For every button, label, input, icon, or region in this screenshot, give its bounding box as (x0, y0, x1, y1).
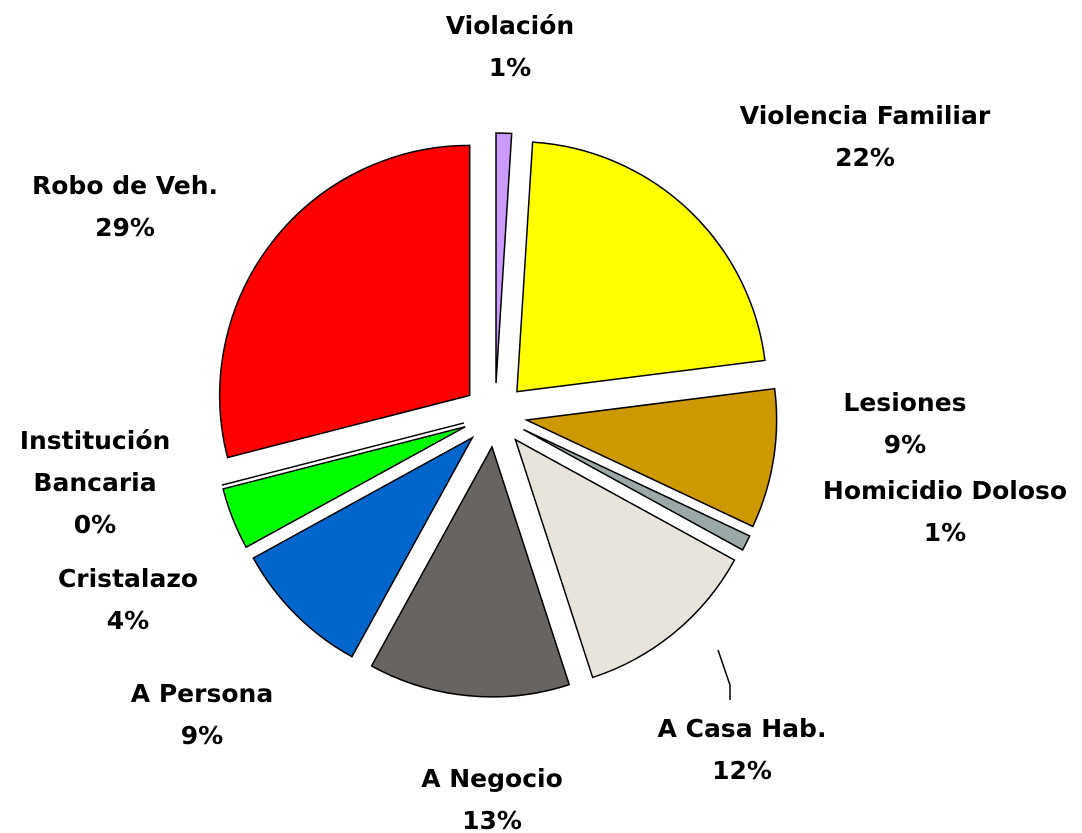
pie-slice (516, 141, 766, 393)
slice-percent: 0% (73, 510, 117, 539)
slice-label: Homicidio Doloso 1% (823, 470, 1067, 554)
slice-label: Violación 1% (446, 5, 574, 89)
pie-slice (514, 438, 736, 679)
slice-name: A Casa Hab. (657, 714, 827, 743)
pie-slice (495, 132, 513, 384)
slice-label: A Negocio 13% (421, 758, 563, 833)
pie-slice (523, 428, 751, 551)
slice-name: Homicidio Doloso (822, 476, 1068, 505)
slice-name: A Persona (130, 679, 274, 708)
slice-label: Violencia Familiar 22% (740, 95, 990, 179)
slice-name: Violación (445, 11, 575, 40)
pie-slice (221, 422, 465, 486)
pie-slice (218, 144, 471, 459)
slice-label: Robo de Veh. 29% (32, 165, 218, 249)
slice-percent: 9% (883, 430, 927, 459)
slice-percent: 9% (180, 721, 224, 750)
slice-percent: 29% (95, 213, 155, 242)
slice-label: Cristalazo 4% (58, 558, 198, 642)
pie-slice (523, 387, 778, 528)
slice-percent: 22% (835, 143, 895, 172)
slice-percent: 1% (488, 53, 532, 82)
slice-percent: 13% (462, 806, 522, 833)
slice-name: Cristalazo (57, 564, 199, 593)
slice-label: Lesiones 9% (843, 382, 966, 466)
slice-label: A Persona 9% (131, 673, 273, 757)
pie-slice (370, 444, 571, 698)
slice-name: A Negocio (421, 764, 563, 793)
pie-slice (222, 426, 466, 549)
leader-line (717, 649, 731, 700)
slice-name: Institución Bancaria (19, 426, 171, 497)
slice-name: Violencia Familiar (739, 101, 991, 130)
pie-slice (252, 435, 475, 658)
slice-percent: 1% (923, 518, 967, 547)
slice-label: Institución Bancaria 0% (5, 420, 185, 546)
slice-percent: 4% (106, 606, 150, 635)
slice-name: Robo de Veh. (32, 171, 218, 200)
slice-label: A Casa Hab. 12% (658, 708, 827, 792)
slice-name: Lesiones (843, 388, 967, 417)
slice-percent: 12% (712, 756, 772, 785)
